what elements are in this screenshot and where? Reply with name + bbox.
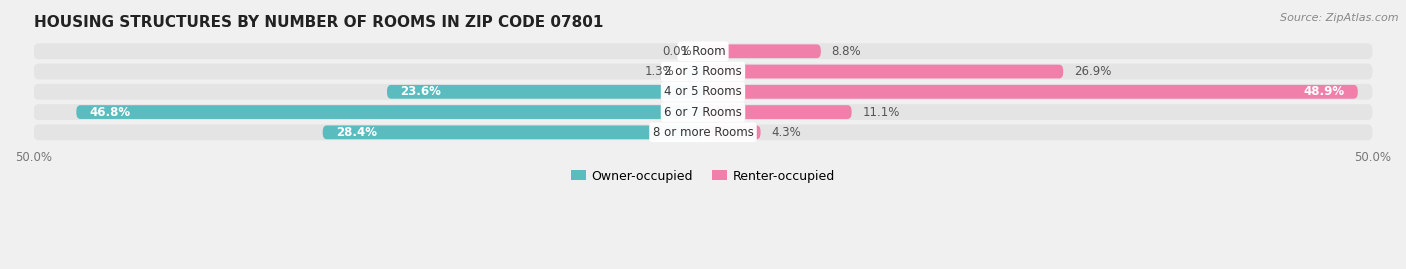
Text: 11.1%: 11.1%	[862, 105, 900, 119]
Text: 1 Room: 1 Room	[681, 45, 725, 58]
Text: 23.6%: 23.6%	[401, 85, 441, 98]
Text: 2 or 3 Rooms: 2 or 3 Rooms	[664, 65, 742, 78]
FancyBboxPatch shape	[703, 105, 852, 119]
FancyBboxPatch shape	[703, 44, 821, 58]
Text: 1.3%: 1.3%	[645, 65, 675, 78]
FancyBboxPatch shape	[387, 85, 703, 99]
FancyBboxPatch shape	[34, 64, 1372, 79]
Legend: Owner-occupied, Renter-occupied: Owner-occupied, Renter-occupied	[565, 165, 841, 187]
FancyBboxPatch shape	[703, 65, 1063, 79]
FancyBboxPatch shape	[703, 125, 761, 139]
Text: 48.9%: 48.9%	[1303, 85, 1344, 98]
Text: 0.0%: 0.0%	[662, 45, 692, 58]
Text: 4.3%: 4.3%	[772, 126, 801, 139]
Text: 46.8%: 46.8%	[90, 105, 131, 119]
Text: 8 or more Rooms: 8 or more Rooms	[652, 126, 754, 139]
Text: 28.4%: 28.4%	[336, 126, 377, 139]
FancyBboxPatch shape	[34, 84, 1372, 100]
Text: Source: ZipAtlas.com: Source: ZipAtlas.com	[1281, 13, 1399, 23]
Text: 26.9%: 26.9%	[1074, 65, 1111, 78]
FancyBboxPatch shape	[34, 43, 1372, 59]
FancyBboxPatch shape	[34, 104, 1372, 120]
FancyBboxPatch shape	[323, 125, 703, 139]
Text: 4 or 5 Rooms: 4 or 5 Rooms	[664, 85, 742, 98]
FancyBboxPatch shape	[34, 125, 1372, 140]
FancyBboxPatch shape	[76, 105, 703, 119]
Text: HOUSING STRUCTURES BY NUMBER OF ROOMS IN ZIP CODE 07801: HOUSING STRUCTURES BY NUMBER OF ROOMS IN…	[34, 15, 603, 30]
FancyBboxPatch shape	[703, 85, 1358, 99]
FancyBboxPatch shape	[686, 65, 703, 79]
Text: 8.8%: 8.8%	[831, 45, 860, 58]
Text: 6 or 7 Rooms: 6 or 7 Rooms	[664, 105, 742, 119]
